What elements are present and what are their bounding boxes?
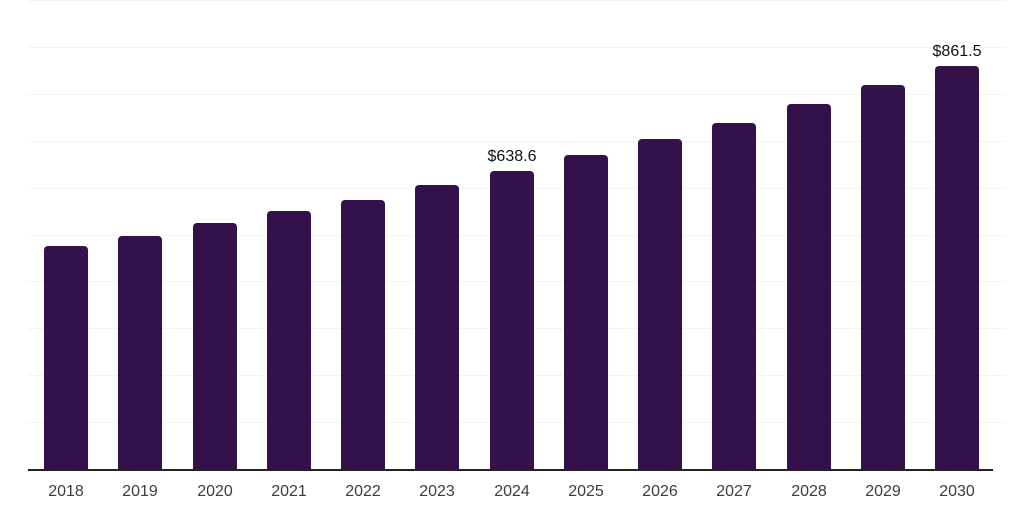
bar-2030	[935, 66, 979, 470]
bar-2024	[490, 171, 534, 470]
bar-2027	[712, 123, 756, 470]
bar-2021	[267, 211, 311, 470]
x-tick-label: 2023	[419, 483, 455, 500]
gridline	[28, 0, 1005, 1]
x-tick-label: 2025	[568, 483, 604, 500]
gridline	[28, 47, 1005, 48]
x-axis-line	[28, 469, 993, 471]
x-tick-label: 2026	[642, 483, 678, 500]
x-tick-label: 2030	[939, 483, 975, 500]
bar-2026	[638, 139, 682, 470]
bar-2028	[787, 104, 831, 470]
x-tick-label: 2024	[494, 483, 530, 500]
gridline	[28, 141, 1005, 142]
gridline	[28, 94, 1005, 95]
bar-2019	[118, 236, 162, 470]
x-tick-label: 2019	[122, 483, 158, 500]
x-tick-label: 2027	[716, 483, 752, 500]
bar-2022	[341, 200, 385, 470]
x-tick-label: 2022	[345, 483, 381, 500]
data-label-2030: $861.5	[932, 43, 982, 60]
bar-2023	[415, 185, 459, 470]
x-tick-label: 2029	[865, 483, 901, 500]
x-tick-label: 2028	[791, 483, 827, 500]
bar-2025	[564, 155, 608, 470]
data-label-2024: $638.6	[487, 148, 537, 165]
x-tick-label: 2020	[197, 483, 233, 500]
bar-2018	[44, 246, 88, 470]
x-tick-label: 2021	[271, 483, 307, 500]
bar-2029	[861, 85, 905, 470]
bar-2020	[193, 223, 237, 470]
x-tick-label: 2018	[48, 483, 84, 500]
